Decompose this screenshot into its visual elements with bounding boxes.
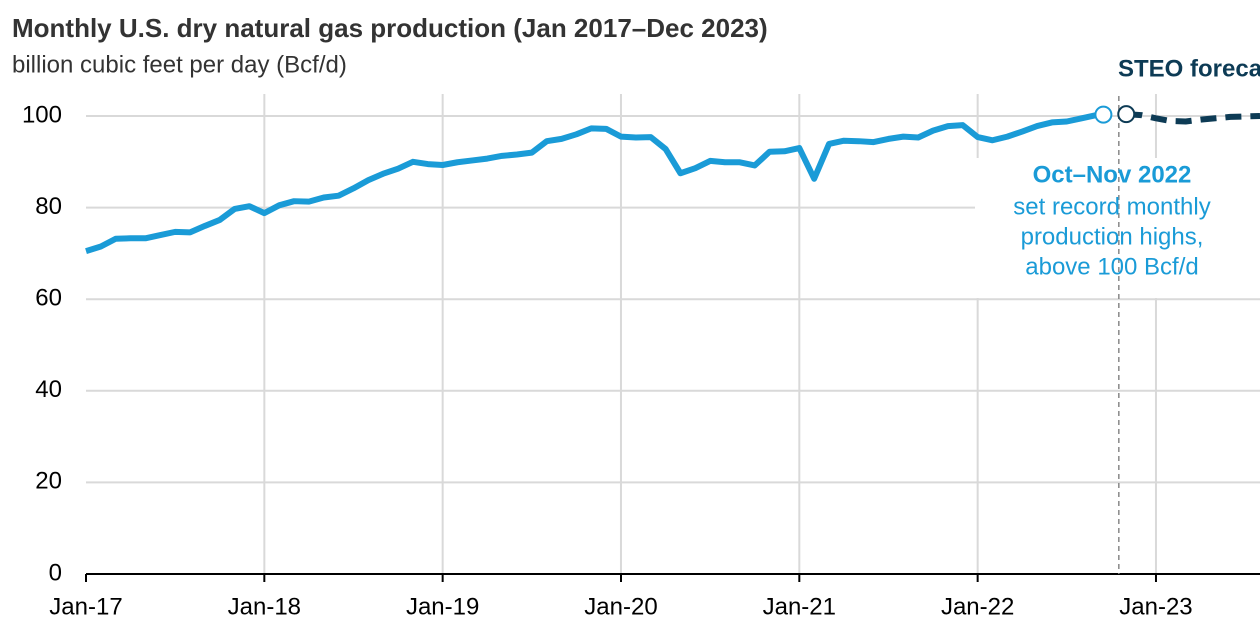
record-marker <box>1117 105 1136 124</box>
x-tick-label: Jan-18 <box>228 593 301 620</box>
x-tick-label: Jan-19 <box>406 593 479 620</box>
annotation-text: set record monthly <box>1013 193 1210 220</box>
chart-subtitle: billion cubic feet per day (Bcf/d) <box>12 51 347 78</box>
annotation-text: above 100 Bcf/d <box>1025 253 1198 280</box>
x-tick-label: Jan-23 <box>1119 593 1192 620</box>
record-marker <box>1094 105 1113 124</box>
annotation-text: production highs, <box>1021 223 1204 250</box>
y-tick-label: 80 <box>35 193 62 220</box>
data-line <box>1126 111 1260 125</box>
x-tick-label: Jan-22 <box>941 593 1014 620</box>
y-tick-label: 100 <box>22 101 62 128</box>
x-tick-label: Jan-20 <box>584 593 657 620</box>
annotation-title: Oct–Nov 2022 <box>1033 161 1192 188</box>
y-tick-label: 40 <box>35 376 62 403</box>
data-line <box>85 111 1112 254</box>
y-tick-label: 60 <box>35 285 62 312</box>
chart-title: Monthly U.S. dry natural gas production … <box>12 13 768 43</box>
x-tick-label: Jan-21 <box>763 593 836 620</box>
x-tick-label: Jan-17 <box>49 593 122 620</box>
annotation-background <box>975 158 1260 298</box>
y-tick-label: 0 <box>49 559 62 586</box>
forecast-label: STEO forecast <box>1118 55 1260 82</box>
y-tick-label: 20 <box>35 468 62 495</box>
